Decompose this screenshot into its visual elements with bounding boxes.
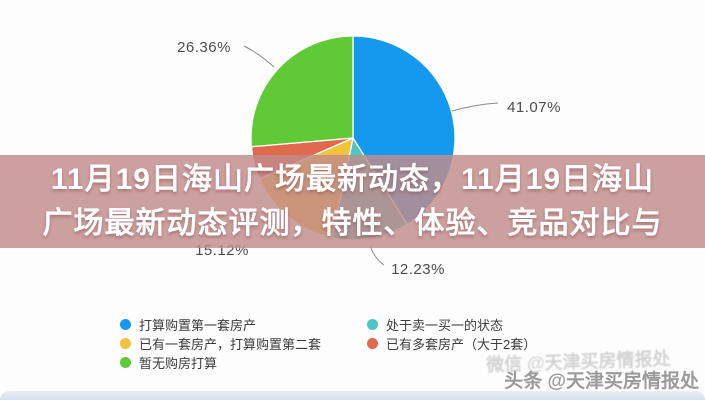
legend-item-second-home[interactable]: 已有一套房产，打算购置第二套 <box>120 334 321 353</box>
title-line-1: 11月19日海山广场最新动态，11月19日海山 <box>50 162 655 196</box>
pie-label-green: 26.36% <box>177 39 231 56</box>
legend-label: 处于卖一买一的状态 <box>386 318 504 333</box>
pie-label-teal: 12.23% <box>391 261 445 278</box>
legend-dot-green-icon <box>120 357 131 368</box>
title-line-2: 广场最新动态评测，特性、体验、竞品对比与 <box>42 206 663 240</box>
legend-dot-yellow-icon <box>120 338 131 349</box>
legend-item-first-home[interactable]: 打算购置第一套房产 <box>120 315 256 334</box>
legend-dot-teal-icon <box>367 319 378 330</box>
pie-label-blue: 41.07% <box>507 99 561 116</box>
watermark-main: 头条 @天津买房情报处 <box>504 371 699 392</box>
legend-item-no-plan[interactable]: 暂无购房打算 <box>120 353 217 372</box>
legend-label: 已有多套房产（大于2套） <box>386 337 537 352</box>
legend-dot-red-icon <box>367 338 378 349</box>
legend-label: 打算购置第一套房产 <box>139 318 257 333</box>
pie-slice[interactable] <box>250 35 354 148</box>
legend-dot-blue-icon <box>120 319 131 330</box>
legend-item-sell-buy[interactable]: 处于卖一买一的状态 <box>367 315 503 334</box>
legend-label: 暂无购房打算 <box>139 356 218 371</box>
leader-line-blue <box>451 102 499 112</box>
legend-item-multi-home[interactable]: 已有多套房产（大于2套） <box>367 334 536 353</box>
title-banner: 11月19日海山广场最新动态，11月19日海山 广场最新动态评测，特性、体验、竞… <box>0 155 705 248</box>
legend-label: 已有一套房产，打算购置第二套 <box>139 337 322 352</box>
bottom-card-edge <box>0 391 705 400</box>
